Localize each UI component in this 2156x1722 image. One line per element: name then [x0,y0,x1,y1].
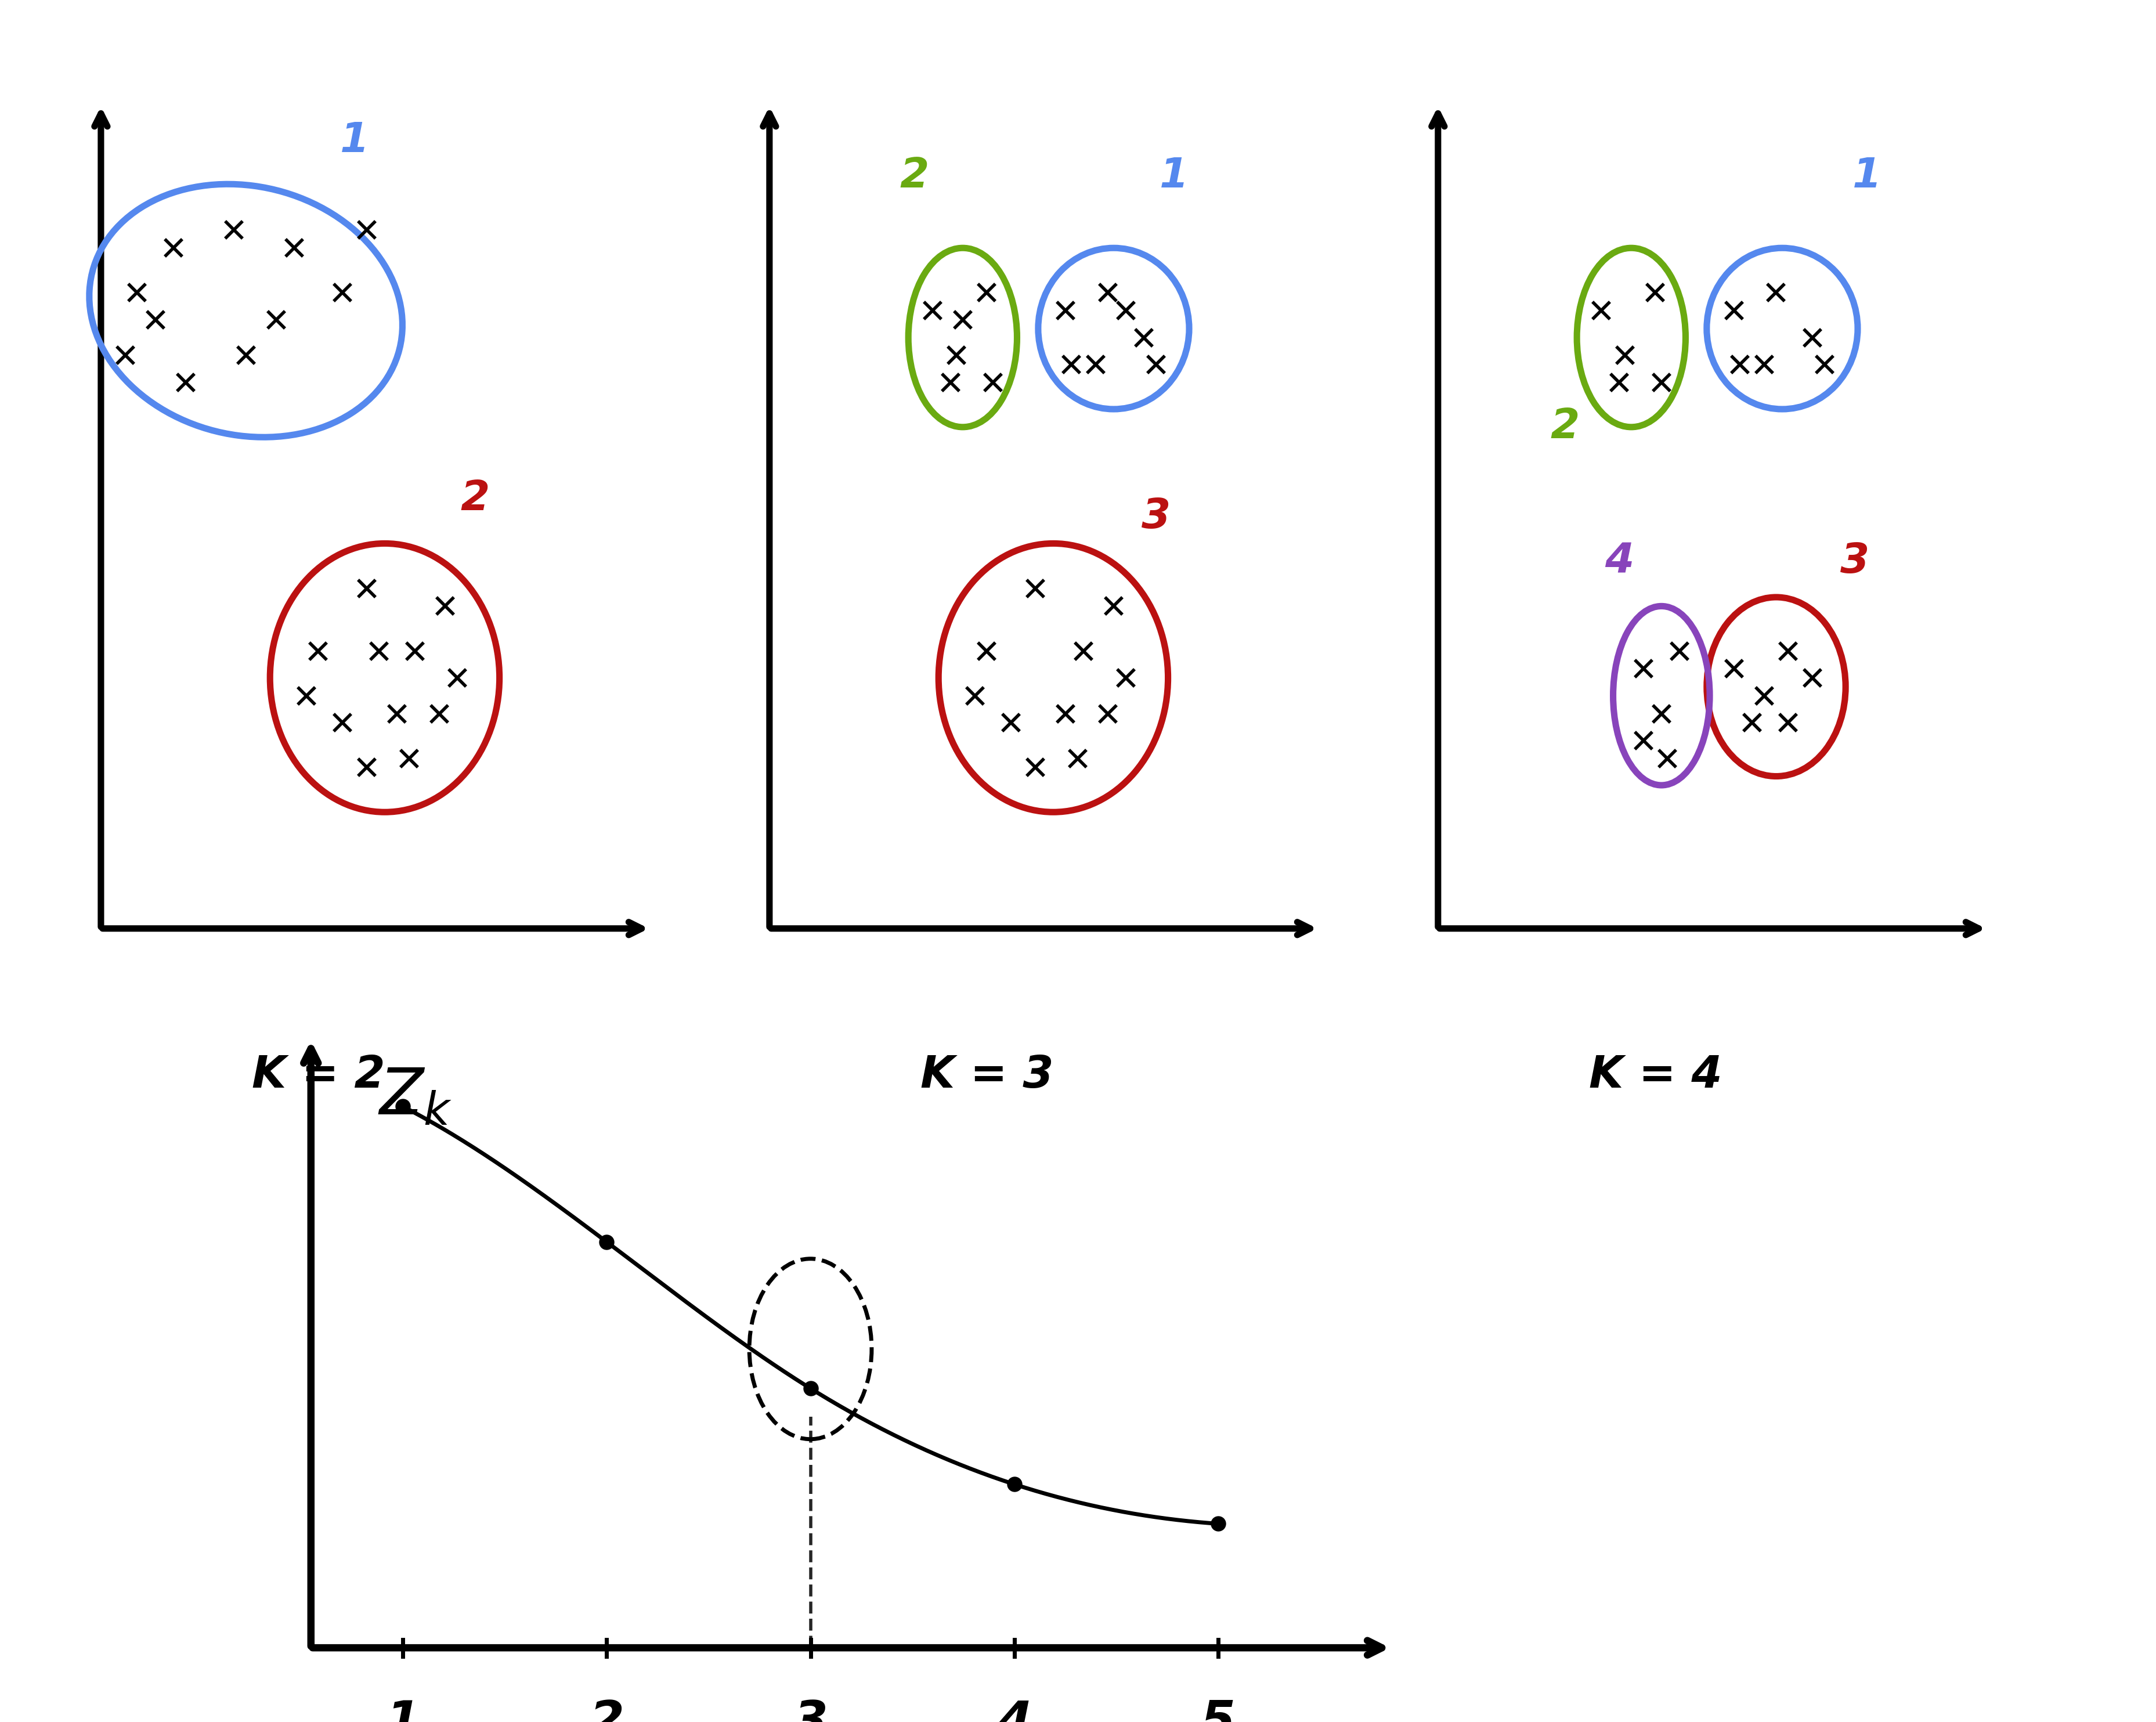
Text: K = 3: K = 3 [921,1054,1052,1097]
Text: 1: 1 [341,121,369,160]
Text: 5: 5 [1201,1698,1235,1722]
Text: $Z_k$: $Z_k$ [377,1066,453,1128]
Text: 4: 4 [1604,541,1634,582]
Text: K = 4: K = 4 [1589,1054,1720,1097]
Text: 2: 2 [589,1698,623,1722]
Text: 3: 3 [1141,496,1171,537]
Text: 2: 2 [899,157,929,196]
Text: 2: 2 [1550,406,1578,448]
Text: 1: 1 [1852,157,1880,196]
Text: K = 2: K = 2 [252,1054,384,1097]
Text: 2: 2 [461,479,489,518]
Text: 4: 4 [996,1698,1031,1722]
Text: 3: 3 [1839,541,1869,582]
Text: 1: 1 [386,1698,420,1722]
Text: 3: 3 [793,1698,828,1722]
Text: 1: 1 [1160,157,1188,196]
